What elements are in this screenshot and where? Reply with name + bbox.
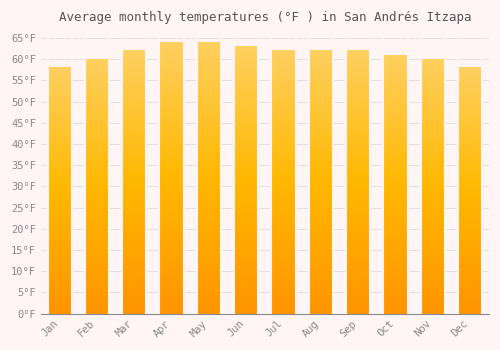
Title: Average monthly temperatures (°F ) in San Andrés Itzapa: Average monthly temperatures (°F ) in Sa… bbox=[58, 11, 471, 24]
